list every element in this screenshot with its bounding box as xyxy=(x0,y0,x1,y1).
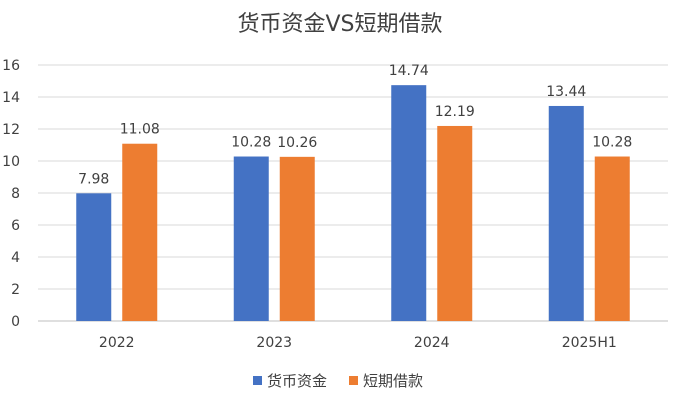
y-tick-label: 14 xyxy=(2,90,20,106)
bar-2024-0 xyxy=(391,85,427,321)
bar-2023-0 xyxy=(233,156,269,321)
bar-2022-0 xyxy=(76,193,112,321)
y-tick-label: 10 xyxy=(2,154,20,170)
data-label: 13.44 xyxy=(546,84,586,100)
y-tick-label: 0 xyxy=(11,314,20,330)
data-label: 10.28 xyxy=(231,135,271,151)
bar-2024-1 xyxy=(437,125,473,322)
legend-swatch xyxy=(253,376,262,385)
data-label: 11.08 xyxy=(120,122,160,138)
legend-swatch xyxy=(349,376,358,385)
x-tick-label: 2025H1 xyxy=(562,335,617,351)
data-label: 10.26 xyxy=(277,135,317,151)
data-label: 12.19 xyxy=(435,104,475,120)
x-axis: 2022 2023 2024 2025H1 xyxy=(99,335,617,351)
y-axis: 0 2 4 6 8 10 12 14 16 xyxy=(2,58,20,330)
bar-2023-1 xyxy=(279,156,315,321)
bars: 7.98 11.08 10.28 10.26 14.74 12.19 13.44 10.28 xyxy=(76,63,632,322)
legend-label: 货币资金 xyxy=(267,372,327,390)
y-tick-label: 16 xyxy=(2,58,20,74)
y-tick-label: 6 xyxy=(11,218,20,234)
bar-2025H1-1 xyxy=(594,156,630,321)
y-tick-label: 12 xyxy=(2,122,20,138)
data-label: 10.28 xyxy=(592,135,632,151)
y-tick-label: 4 xyxy=(11,250,20,266)
x-tick-label: 2023 xyxy=(256,335,292,351)
x-tick-label: 2022 xyxy=(99,335,135,351)
bar-2022-1 xyxy=(122,143,158,321)
legend-label: 短期借款 xyxy=(363,372,423,390)
data-label: 14.74 xyxy=(389,63,429,79)
y-tick-label: 8 xyxy=(11,186,20,202)
x-tick-label: 2024 xyxy=(414,335,450,351)
legend: 货币资金 短期借款 xyxy=(253,372,423,390)
y-tick-label: 2 xyxy=(11,282,20,298)
bar-2025H1-0 xyxy=(548,105,584,322)
chart-title: 货币资金VS短期借款 xyxy=(237,12,442,37)
data-label: 7.98 xyxy=(78,171,109,187)
